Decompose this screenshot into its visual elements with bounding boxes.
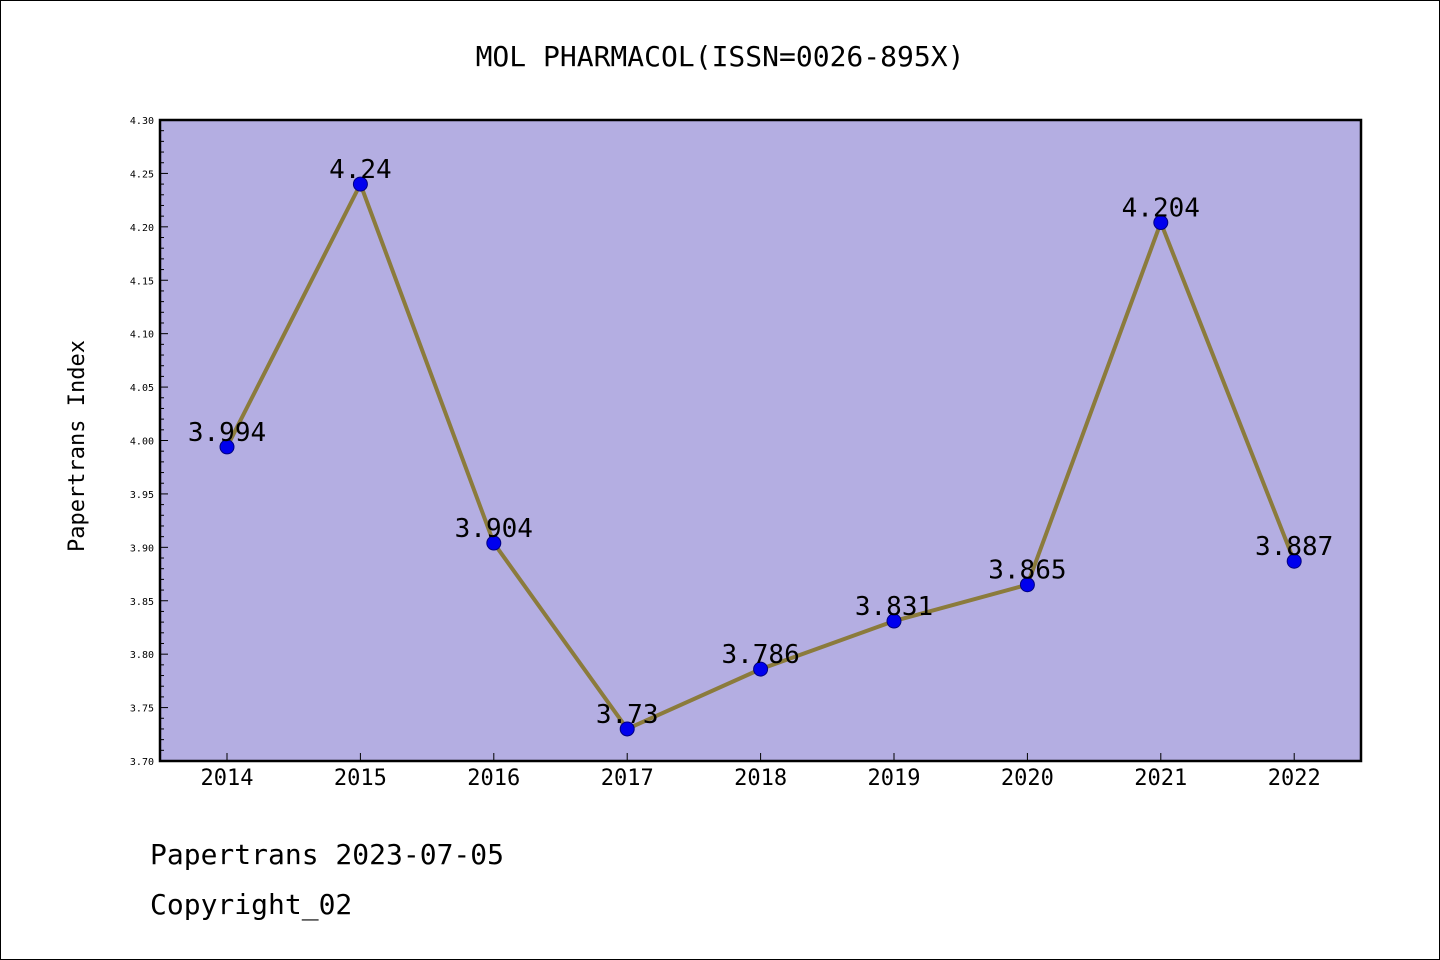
data-points <box>219 176 1302 737</box>
data-label: 3.887 <box>1255 532 1333 562</box>
y-axis-label: Papertrans Index <box>65 340 90 552</box>
x-tick-label: 2016 <box>467 766 520 791</box>
chart-title: MOL PHARMACOL(ISSN=0026-895X) <box>476 40 965 73</box>
x-axis: 2014 2015 2016 2017 2018 2019 2020 2021 2022 <box>201 753 1321 791</box>
x-tick-label: 2020 <box>1001 766 1054 791</box>
data-point <box>486 535 502 551</box>
data-label: 4.204 <box>1122 194 1200 224</box>
x-tick-label: 2019 <box>868 766 921 791</box>
footer-date: Papertrans 2023-07-05 <box>150 838 504 871</box>
data-label: 3.994 <box>188 418 266 448</box>
y-tick-label: 3.75 <box>130 704 154 715</box>
data-point <box>352 176 368 192</box>
y-tick-label: 3.70 <box>130 757 154 768</box>
data-point <box>1019 577 1035 593</box>
x-tick-label: 2017 <box>601 766 654 791</box>
y-tick-label: 3.85 <box>130 597 154 608</box>
data-point <box>753 661 769 677</box>
y-tick-label: 3.95 <box>130 490 154 501</box>
data-point <box>1286 553 1302 569</box>
y-tick-label: 3.80 <box>130 650 154 661</box>
data-label: 3.865 <box>988 556 1066 586</box>
x-tick-label: 2018 <box>734 766 787 791</box>
x-tick-label: 2015 <box>334 766 387 791</box>
data-point <box>219 439 235 455</box>
data-label: 3.831 <box>855 592 933 622</box>
plot-border <box>158 118 1363 763</box>
y-tick-label: 3.90 <box>130 543 154 554</box>
y-tick-label: 4.10 <box>130 330 154 341</box>
data-label: 3.73 <box>596 700 659 730</box>
y-tick-label: 4.20 <box>130 223 154 234</box>
data-label: 3.904 <box>455 514 533 544</box>
x-tick-label: 2022 <box>1268 766 1321 791</box>
y-axis: 3.70 3.75 3.80 3.85 3.90 3.95 4.00 4.05 4.10 4.15… <box>130 116 168 768</box>
data-labels: 3.994 4.24 3.904 3.73 3.786 3.831 3.865 4.204 3.… <box>188 155 1333 730</box>
data-point <box>886 613 902 629</box>
y-tick-label: 4.30 <box>130 116 154 127</box>
y-tick-label: 4.00 <box>130 437 154 448</box>
y-tick-label: 4.15 <box>130 276 154 287</box>
footer-copyright: Copyright_02 <box>150 888 352 922</box>
data-label: 4.24 <box>329 155 392 185</box>
y-tick-label: 4.25 <box>130 169 154 180</box>
x-tick-label: 2014 <box>201 766 254 791</box>
data-point <box>1153 215 1169 231</box>
data-point <box>619 721 635 737</box>
data-label: 3.786 <box>721 640 799 670</box>
x-tick-label: 2021 <box>1134 766 1187 791</box>
y-tick-label: 4.05 <box>130 383 154 394</box>
